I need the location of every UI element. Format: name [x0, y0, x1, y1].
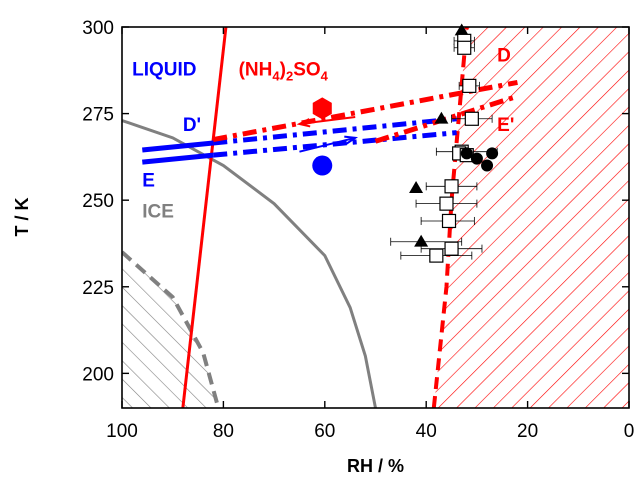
ice-line	[122, 119, 377, 408]
annotation-ice: ICE	[142, 202, 174, 223]
open-square-marker	[429, 248, 444, 263]
x-tick-label: 20	[517, 421, 538, 442]
open-square-marker	[444, 241, 459, 256]
plot-frame	[121, 26, 630, 409]
y-tick-label: 250	[82, 191, 114, 212]
blue-arrow-shaft	[299, 136, 356, 153]
blue-D-prime	[142, 140, 214, 153]
x-tick-label: 60	[314, 421, 335, 442]
annotation-E: E	[142, 170, 155, 191]
annotation-D: D	[497, 46, 511, 67]
arrows	[296, 116, 359, 153]
triangle-marker	[454, 23, 469, 36]
open-square-marker	[439, 196, 454, 211]
circle-marker	[460, 147, 473, 160]
red-arrow-shaft	[299, 116, 356, 125]
open-square-marker	[462, 78, 477, 93]
triangle-marker	[414, 234, 429, 247]
x-tick-label: 40	[416, 421, 437, 442]
red-D	[212, 79, 518, 143]
x-axis-title: RH / %	[347, 456, 404, 476]
red-E-prime	[374, 93, 519, 144]
open-square-marker	[441, 213, 457, 229]
blue-D-prime-dashdot	[213, 116, 457, 146]
open-square-marker	[444, 179, 459, 194]
red-dashed-boundary	[431, 27, 469, 408]
y-tick-label: 200	[82, 364, 114, 385]
x-tick-label: 100	[106, 421, 138, 442]
y-tick-label: 275	[82, 105, 114, 126]
y-axis-title: T / K	[12, 198, 32, 237]
hatched-regions	[122, 27, 629, 408]
data-markers	[312, 23, 499, 263]
circle-marker	[470, 152, 483, 165]
annotation-liquid: LIQUID	[132, 59, 196, 80]
blue-E	[142, 152, 214, 165]
ammonium-sulfate-region	[433, 27, 629, 408]
open-square-marker	[457, 40, 472, 55]
hexagon-marker	[312, 97, 332, 120]
x-tick-label: 0	[624, 421, 635, 442]
ice-dashed	[122, 250, 221, 408]
y-tick-label: 225	[82, 278, 114, 299]
blue-circle-marker	[312, 155, 333, 176]
annotations: LIQUID (NH4)2SO4 ICE D D' E E'	[132, 46, 514, 223]
annotation-nh4so4: (NH4)2SO4	[239, 59, 329, 83]
red-steep-line	[181, 27, 228, 408]
open-square-marker	[464, 111, 479, 126]
x-tick-label: 80	[213, 421, 234, 442]
y-tick-label: 300	[82, 18, 114, 39]
annotation-D-prime: D'	[183, 115, 201, 136]
red-arrow-head	[296, 118, 311, 128]
circle-marker	[481, 159, 494, 172]
triangle-marker	[409, 181, 424, 193]
annotation-E-prime: E'	[497, 115, 514, 136]
triangle-marker	[434, 111, 449, 124]
ice-region	[122, 252, 219, 408]
blue-arrow-head	[344, 135, 359, 145]
circle-marker	[486, 147, 499, 160]
